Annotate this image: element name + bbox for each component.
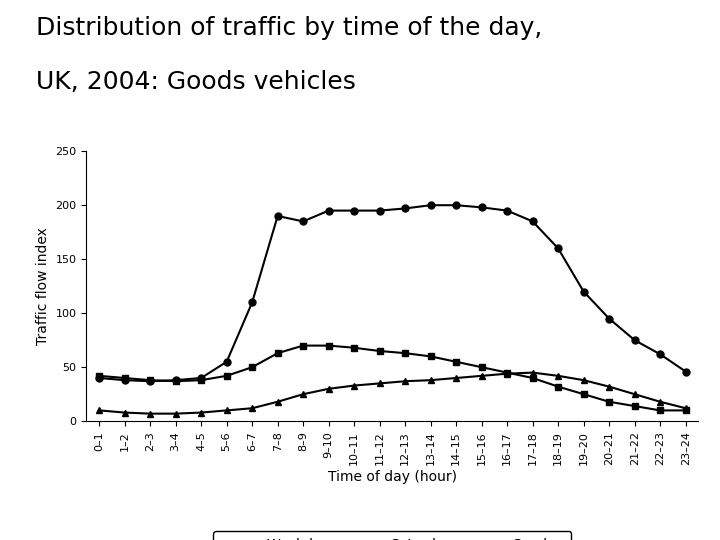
Sunday: [580, 377, 588, 383]
Sunday: [324, 386, 333, 392]
Sunday: [146, 410, 155, 417]
Weekday: [426, 202, 435, 208]
Saturday: [528, 375, 537, 381]
Saturday: [120, 375, 129, 381]
Weekday: [350, 207, 359, 214]
Saturday: [248, 364, 256, 370]
Weekday: [375, 207, 384, 214]
Sunday: [401, 378, 410, 384]
Sunday: [299, 391, 307, 397]
Sunday: [452, 375, 461, 381]
Weekday: [120, 377, 129, 383]
Saturday: [299, 342, 307, 349]
Saturday: [452, 359, 461, 365]
Text: Distribution of traffic by time of the day,: Distribution of traffic by time of the d…: [36, 16, 542, 40]
Saturday: [656, 407, 665, 414]
Saturday: [605, 399, 613, 405]
Sunday: [95, 407, 104, 414]
Saturday: [324, 342, 333, 349]
Line: Weekday: Weekday: [96, 202, 689, 384]
Weekday: [197, 375, 205, 381]
Weekday: [401, 205, 410, 212]
Sunday: [248, 405, 256, 411]
Saturday: [477, 364, 486, 370]
Text: UK, 2004: Goods vehicles: UK, 2004: Goods vehicles: [36, 70, 356, 94]
Saturday: [171, 378, 180, 384]
Weekday: [656, 351, 665, 357]
Saturday: [580, 391, 588, 397]
Sunday: [503, 370, 511, 377]
Saturday: [401, 350, 410, 356]
Saturday: [274, 350, 282, 356]
Saturday: [630, 403, 639, 409]
Weekday: [477, 204, 486, 211]
Weekday: [274, 213, 282, 219]
Sunday: [171, 410, 180, 417]
Weekday: [299, 218, 307, 225]
Weekday: [554, 245, 562, 252]
Sunday: [554, 373, 562, 379]
Sunday: [274, 399, 282, 405]
Weekday: [605, 315, 613, 322]
Saturday: [375, 348, 384, 354]
Saturday: [554, 383, 562, 390]
Legend: Weekday, Saturday, Sunday: Weekday, Saturday, Sunday: [213, 531, 572, 540]
Saturday: [681, 407, 690, 414]
X-axis label: Time of day (hour): Time of day (hour): [328, 470, 457, 484]
Sunday: [656, 399, 665, 405]
Weekday: [630, 337, 639, 343]
Sunday: [197, 409, 205, 416]
Saturday: [197, 377, 205, 383]
Sunday: [222, 407, 231, 414]
Weekday: [580, 288, 588, 295]
Sunday: [605, 383, 613, 390]
Sunday: [120, 409, 129, 416]
Weekday: [222, 359, 231, 365]
Saturday: [146, 377, 155, 383]
Weekday: [452, 202, 461, 208]
Saturday: [350, 345, 359, 351]
Saturday: [426, 353, 435, 360]
Sunday: [681, 405, 690, 411]
Sunday: [477, 373, 486, 379]
Saturday: [95, 373, 104, 379]
Y-axis label: Traffic flow index: Traffic flow index: [36, 227, 50, 345]
Weekday: [503, 207, 511, 214]
Weekday: [324, 207, 333, 214]
Sunday: [630, 391, 639, 397]
Sunday: [528, 369, 537, 376]
Weekday: [95, 375, 104, 381]
Saturday: [503, 369, 511, 376]
Sunday: [375, 380, 384, 387]
Weekday: [171, 377, 180, 383]
Weekday: [528, 218, 537, 225]
Weekday: [248, 299, 256, 306]
Saturday: [222, 373, 231, 379]
Line: Sunday: Sunday: [96, 369, 689, 417]
Weekday: [146, 378, 155, 384]
Weekday: [681, 368, 690, 375]
Sunday: [426, 377, 435, 383]
Sunday: [350, 382, 359, 389]
Line: Saturday: Saturday: [96, 342, 689, 414]
